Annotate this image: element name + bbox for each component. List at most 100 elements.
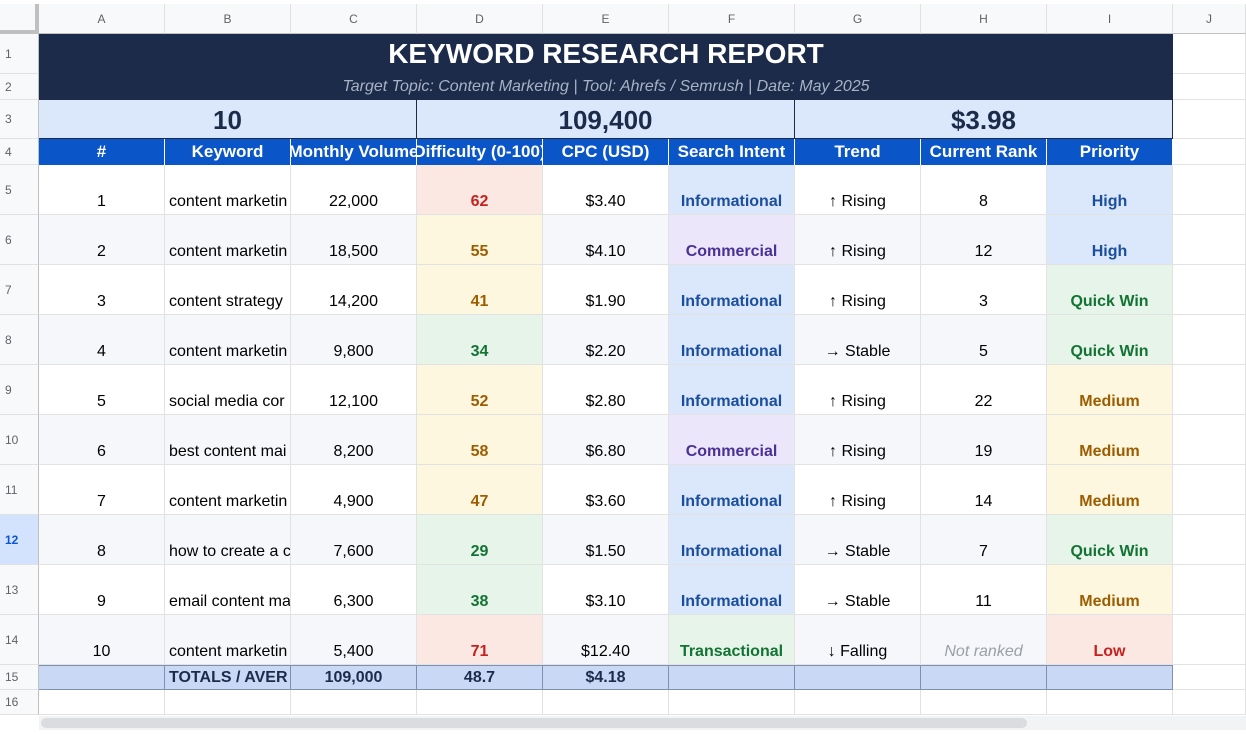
table-cell-n[interactable]: 4 — [39, 315, 165, 365]
row-header-10[interactable]: 10 — [0, 415, 39, 465]
row-header-2[interactable]: 2 — [0, 74, 39, 100]
table-cell-rank[interactable]: 3 — [921, 265, 1047, 315]
table-cell-volume[interactable]: 6,300 — [291, 565, 417, 615]
empty-cell[interactable] — [543, 690, 669, 715]
empty-cell[interactable] — [1173, 690, 1246, 715]
table-cell-rank[interactable]: 11 — [921, 565, 1047, 615]
table-cell-intent[interactable]: Transactional — [669, 615, 795, 665]
table-cell-difficulty[interactable]: 29 — [417, 515, 543, 565]
table-cell-rank[interactable]: 22 — [921, 365, 1047, 415]
column-header-a[interactable]: A — [39, 4, 165, 34]
table-cell-n[interactable]: 2 — [39, 215, 165, 265]
empty-cell[interactable] — [1173, 315, 1246, 365]
table-cell-trend[interactable]: ↑ Rising — [795, 215, 921, 265]
table-cell-volume[interactable]: 4,900 — [291, 465, 417, 515]
table-cell-rank[interactable]: 14 — [921, 465, 1047, 515]
empty-cell[interactable] — [1173, 515, 1246, 565]
empty-cell[interactable] — [1173, 139, 1246, 165]
totals-label[interactable]: TOTALS / AVER — [165, 665, 291, 690]
table-cell-trend[interactable]: ↑ Rising — [795, 165, 921, 215]
table-cell-trend[interactable]: → Stable — [795, 315, 921, 365]
empty-cell[interactable] — [1173, 465, 1246, 515]
table-cell-intent[interactable]: Informational — [669, 465, 795, 515]
empty-cell[interactable] — [1173, 665, 1246, 690]
empty-cell[interactable] — [165, 690, 291, 715]
row-header-3[interactable]: 3 — [0, 100, 39, 139]
table-cell-n[interactable]: 3 — [39, 265, 165, 315]
table-cell-keyword[interactable]: content marketin — [165, 465, 291, 515]
row-header-12[interactable]: 12 — [0, 515, 39, 565]
empty-cell[interactable] — [1173, 165, 1246, 215]
totals-difficulty[interactable]: 48.7 — [417, 665, 543, 690]
row-header-14[interactable]: 14 — [0, 615, 39, 665]
row-header-4[interactable]: 4 — [0, 139, 39, 165]
table-cell-priority[interactable]: Low — [1047, 615, 1173, 665]
table-cell-cpc[interactable]: $1.90 — [543, 265, 669, 315]
table-cell-keyword[interactable]: content marketin — [165, 315, 291, 365]
table-cell-n[interactable]: 6 — [39, 415, 165, 465]
empty-cell[interactable] — [669, 690, 795, 715]
table-cell-keyword[interactable]: social media cor — [165, 365, 291, 415]
table-cell-priority[interactable]: Quick Win — [1047, 515, 1173, 565]
empty-cell[interactable] — [1173, 74, 1246, 100]
table-cell-difficulty[interactable]: 58 — [417, 415, 543, 465]
table-cell-n[interactable]: 8 — [39, 515, 165, 565]
totals-empty-cell[interactable] — [39, 665, 165, 690]
table-cell-cpc[interactable]: $12.40 — [543, 615, 669, 665]
table-cell-intent[interactable]: Informational — [669, 165, 795, 215]
table-cell-volume[interactable]: 18,500 — [291, 215, 417, 265]
table-cell-difficulty[interactable]: 47 — [417, 465, 543, 515]
table-cell-rank[interactable]: 19 — [921, 415, 1047, 465]
table-cell-priority[interactable]: High — [1047, 165, 1173, 215]
table-cell-cpc[interactable]: $2.20 — [543, 315, 669, 365]
row-header-11[interactable]: 11 — [0, 465, 39, 515]
table-cell-cpc[interactable]: $3.60 — [543, 465, 669, 515]
table-cell-volume[interactable]: 12,100 — [291, 365, 417, 415]
table-cell-difficulty[interactable]: 41 — [417, 265, 543, 315]
table-cell-priority[interactable]: Quick Win — [1047, 265, 1173, 315]
table-cell-volume[interactable]: 5,400 — [291, 615, 417, 665]
table-cell-priority[interactable]: Medium — [1047, 565, 1173, 615]
empty-cell[interactable] — [1173, 215, 1246, 265]
column-header-e[interactable]: E — [543, 4, 669, 34]
row-header-5[interactable]: 5 — [0, 165, 39, 215]
table-cell-keyword[interactable]: content strategy — [165, 265, 291, 315]
table-cell-cpc[interactable]: $3.40 — [543, 165, 669, 215]
totals-empty-cell[interactable] — [669, 665, 795, 690]
table-cell-volume[interactable]: 8,200 — [291, 415, 417, 465]
empty-cell[interactable] — [291, 690, 417, 715]
table-cell-intent[interactable]: Informational — [669, 265, 795, 315]
table-cell-trend[interactable]: ↓ Falling — [795, 615, 921, 665]
table-cell-volume[interactable]: 7,600 — [291, 515, 417, 565]
table-cell-volume[interactable]: 9,800 — [291, 315, 417, 365]
empty-cell[interactable] — [795, 690, 921, 715]
table-cell-rank[interactable]: Not ranked — [921, 615, 1047, 665]
table-cell-priority[interactable]: Quick Win — [1047, 315, 1173, 365]
select-all-corner[interactable] — [0, 4, 39, 34]
empty-cell[interactable] — [1173, 415, 1246, 465]
table-cell-keyword[interactable]: content marketin — [165, 615, 291, 665]
table-cell-volume[interactable]: 14,200 — [291, 265, 417, 315]
table-cell-n[interactable]: 1 — [39, 165, 165, 215]
table-cell-intent[interactable]: Commercial — [669, 215, 795, 265]
totals-cpc[interactable]: $4.18 — [543, 665, 669, 690]
table-cell-keyword[interactable]: email content ma — [165, 565, 291, 615]
empty-cell[interactable] — [1173, 365, 1246, 415]
table-cell-trend[interactable]: ↑ Rising — [795, 415, 921, 465]
table-cell-priority[interactable]: High — [1047, 215, 1173, 265]
empty-cell[interactable] — [1173, 265, 1246, 315]
table-cell-cpc[interactable]: $3.10 — [543, 565, 669, 615]
row-header-15[interactable]: 15 — [0, 665, 39, 690]
table-cell-trend[interactable]: → Stable — [795, 565, 921, 615]
table-cell-cpc[interactable]: $2.80 — [543, 365, 669, 415]
row-header-13[interactable]: 13 — [0, 565, 39, 615]
column-header-j[interactable]: J — [1173, 4, 1246, 34]
table-cell-keyword[interactable]: best content mai — [165, 415, 291, 465]
table-cell-volume[interactable]: 22,000 — [291, 165, 417, 215]
column-header-g[interactable]: G — [795, 4, 921, 34]
table-cell-trend[interactable]: ↑ Rising — [795, 365, 921, 415]
column-header-d[interactable]: D — [417, 4, 543, 34]
table-cell-n[interactable]: 5 — [39, 365, 165, 415]
table-cell-rank[interactable]: 7 — [921, 515, 1047, 565]
row-header-7[interactable]: 7 — [0, 265, 39, 315]
